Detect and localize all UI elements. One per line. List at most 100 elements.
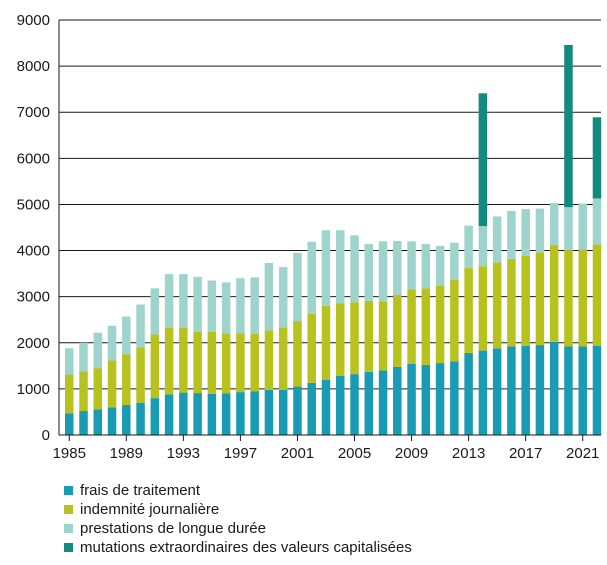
bar-segment: [79, 342, 88, 372]
bar-segment: [378, 370, 388, 435]
y-tick-label: 4000: [17, 243, 50, 260]
bar-segment: [293, 321, 302, 387]
bar-segment: [450, 361, 459, 435]
bar-segment: [535, 208, 545, 253]
x-tick-label: 2017: [509, 445, 542, 462]
bar-segment: [592, 346, 602, 435]
bar-segment: [578, 346, 587, 435]
bar-segment: [307, 382, 316, 435]
bar-segment: [564, 346, 573, 435]
bar-segment: [492, 216, 502, 263]
bar-segment: [478, 93, 488, 227]
bar-segment: [378, 241, 388, 302]
bar-segment: [336, 230, 345, 304]
bar-segment: [264, 330, 274, 390]
bar-segment: [435, 245, 445, 286]
bar-segment: [364, 371, 374, 435]
bar-segment: [278, 327, 288, 390]
bar-segment: [336, 375, 345, 435]
bar-segment: [507, 210, 516, 259]
legend-item-frais: frais de traitement: [64, 481, 412, 500]
bar-segment: [464, 225, 473, 269]
bar-segment: [65, 374, 74, 414]
bar-segment: [478, 266, 488, 351]
x-tick-label: 2009: [395, 445, 428, 462]
y-tick-label: 5000: [17, 196, 50, 213]
bar-segment: [407, 363, 416, 435]
bar-segment: [521, 255, 530, 347]
bar-segment: [136, 347, 145, 403]
bar-segment: [350, 374, 359, 435]
x-tick-label: 2005: [338, 445, 371, 462]
legend-label: indemnité journalière: [80, 501, 220, 518]
bar-segment: [293, 252, 302, 322]
bar-segment: [122, 405, 131, 435]
bar-segment: [549, 203, 559, 246]
bar-segment: [236, 278, 245, 334]
bar-segment: [549, 245, 559, 342]
bar-segment: [307, 313, 316, 383]
bar-segment: [207, 280, 217, 332]
bar-segment: [278, 267, 288, 328]
legend-item-prestations: prestations de longue durée: [64, 519, 412, 538]
legend-swatch: [64, 524, 73, 533]
bar-segment: [407, 241, 416, 290]
bar-segment: [207, 393, 217, 435]
bar-segment: [250, 334, 259, 392]
x-tick-labels: 1985 1989 1993 1997 2001 2005 2009 2013 2017 2021: [53, 445, 600, 462]
bar-segment: [65, 413, 74, 435]
bar-segment: [122, 316, 131, 355]
bar-segment: [421, 364, 431, 435]
bar-segment: [264, 389, 274, 435]
bar-segment: [507, 346, 516, 435]
bar-segment: [221, 333, 231, 394]
bar-segment: [350, 235, 359, 303]
bar-segment: [464, 268, 473, 353]
legend-swatch: [64, 505, 73, 514]
bar-segment: [293, 386, 302, 435]
x-tick-label: 1985: [53, 445, 86, 462]
bar-segment: [364, 244, 374, 301]
bar-segment: [136, 304, 145, 348]
bar-segment: [164, 394, 174, 435]
y-tick-label: 8000: [17, 58, 50, 75]
legend-label: frais de traitement: [80, 482, 201, 499]
x-tick-label: 2001: [281, 445, 314, 462]
bar-segment: [492, 262, 502, 349]
legend: frais de traitement indemnité journalièr…: [64, 481, 412, 557]
legend-label: mutations extraordinaires des valeurs ca…: [80, 539, 412, 556]
bar-segment: [578, 203, 587, 250]
bar-segment: [521, 346, 530, 435]
bar-segment: [264, 263, 274, 331]
bar-segment: [435, 363, 445, 435]
bar-segment: [79, 411, 88, 435]
y-tick-label: 1000: [17, 381, 50, 398]
bar-segment: [578, 249, 587, 347]
bar-segment: [321, 305, 331, 380]
bar-segment: [336, 303, 345, 376]
bar-segment: [150, 334, 160, 399]
bar-segment: [393, 240, 402, 295]
legend-swatch: [64, 543, 73, 552]
y-tick-label: 7000: [17, 104, 50, 121]
bar-segment: [150, 288, 160, 335]
grid-lines: [58, 19, 601, 435]
bar-segment: [592, 117, 602, 199]
bar-segment: [507, 258, 516, 347]
bar-segment: [207, 331, 217, 394]
bar-segment: [107, 407, 117, 435]
bar-segment: [193, 276, 202, 332]
legend-item-indemnite: indemnité journalière: [64, 500, 412, 519]
x-tick-label: 2013: [452, 445, 485, 462]
bar-segment: [549, 341, 559, 435]
bar-segment: [350, 302, 359, 375]
bar-segment: [521, 209, 530, 256]
bar-segment: [107, 325, 117, 361]
legend-label: prestations de longue durée: [80, 520, 266, 537]
x-tick-label: 1993: [167, 445, 200, 462]
bar-segment: [236, 333, 245, 393]
bar-segment: [450, 242, 459, 281]
bar-segment: [179, 274, 188, 329]
bar-segment: [421, 244, 431, 289]
bar-segment: [535, 345, 545, 435]
